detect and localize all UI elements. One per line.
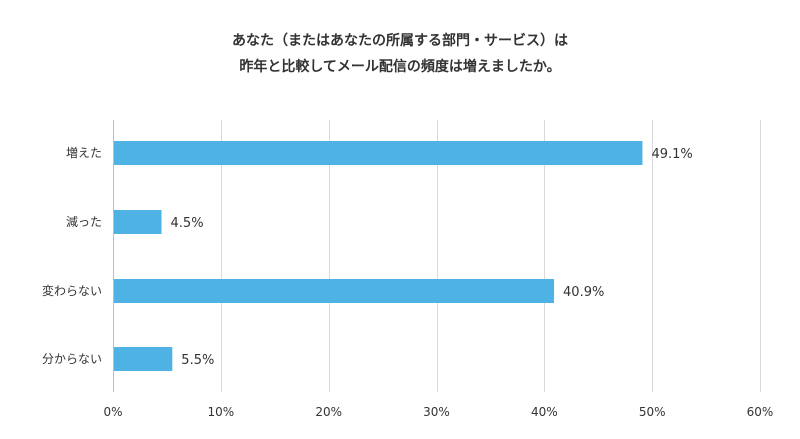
data-label: 4.5%	[171, 216, 204, 231]
x-tick-label: 30%	[423, 405, 450, 419]
x-tick-label: 0%	[103, 405, 122, 419]
category-label: 分からない	[42, 352, 102, 366]
category-label: 減った	[66, 214, 102, 229]
data-label: 40.9%	[563, 285, 604, 300]
x-tick-label: 60%	[747, 405, 774, 419]
bar	[114, 210, 162, 234]
x-tick-label: 10%	[207, 405, 234, 419]
x-tick-label: 50%	[639, 405, 666, 419]
chart-title-line-1: あなた（またはあなたの所属する部門・サービス）は	[232, 33, 568, 49]
data-label: 49.1%	[651, 147, 692, 162]
bar	[114, 279, 555, 303]
category-label: 増えた	[66, 146, 102, 160]
x-tick-label: 40%	[531, 405, 558, 419]
bar	[114, 141, 643, 165]
data-label: 5.5%	[181, 353, 214, 368]
chart-title: あなた（またはあなたの所属する部門・サービス）は 昨年と比較してメール配信の頻度…	[0, 28, 800, 80]
category-label: 変わらない	[42, 283, 102, 298]
x-tick-label: 20%	[315, 405, 342, 419]
bar	[114, 347, 173, 371]
chart-title-line-2: 昨年と比較してメール配信の頻度は増えましたか。	[239, 59, 561, 75]
